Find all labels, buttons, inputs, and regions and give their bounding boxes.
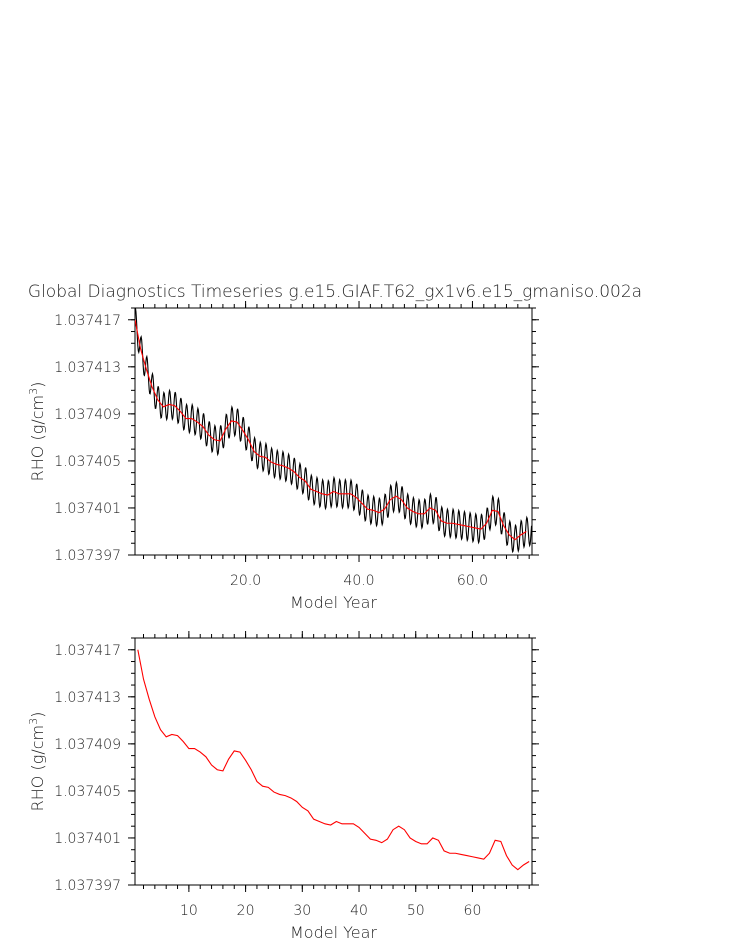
- annual-mean-series-line: [137, 649, 530, 871]
- chart-title: Global Diagnostics Timeseries g.e15.GIAF…: [28, 282, 642, 302]
- x-tick-label: 10: [180, 903, 198, 919]
- x-tick-label: 40.0: [343, 573, 374, 589]
- x-tick-label: 20: [237, 903, 255, 919]
- y-tick-label: 1.037413: [54, 690, 121, 706]
- y-tick-label: 1.037413: [54, 360, 121, 376]
- annual-mean-series-line: [135, 319, 527, 541]
- y-tick-label: 1.037417: [54, 643, 121, 659]
- monthly-series-line: [135, 308, 532, 554]
- plot-frame: [134, 307, 533, 556]
- y-tick-label: 1.037397: [54, 878, 121, 894]
- y-tick-label: 1.037405: [54, 784, 121, 800]
- x-tick-label: 20.0: [230, 573, 261, 589]
- x-tick-label: 60: [464, 903, 482, 919]
- y-tick-label: 1.037401: [54, 831, 121, 847]
- y-axis-label: RHO (g/cm3): [27, 712, 47, 812]
- y-tick-label: 1.037409: [54, 737, 121, 753]
- y-tick-label: 1.037401: [54, 501, 121, 517]
- x-tick-label: 30: [293, 903, 311, 919]
- x-axis-label: Model Year: [290, 923, 377, 942]
- y-axis-label: RHO (g/cm3): [27, 382, 47, 482]
- x-tick-label: 50: [407, 903, 425, 919]
- top-panel: 1.037417 1.037413 1.037409 1.037405 1.037401…: [27, 301, 539, 612]
- plot-frame: [134, 637, 533, 886]
- x-tick-label: 40: [350, 903, 368, 919]
- x-tick-label: 60.0: [457, 573, 488, 589]
- y-tick-label: 1.037409: [54, 407, 121, 423]
- y-tick-label: 1.037397: [54, 548, 121, 564]
- bottom-panel: 1.037417 1.037413 1.037409 1.037405 1.037401…: [27, 631, 539, 942]
- y-tick-label: 1.037417: [54, 313, 121, 329]
- y-tick-label: 1.037405: [54, 454, 121, 470]
- x-axis-label: Model Year: [290, 593, 377, 612]
